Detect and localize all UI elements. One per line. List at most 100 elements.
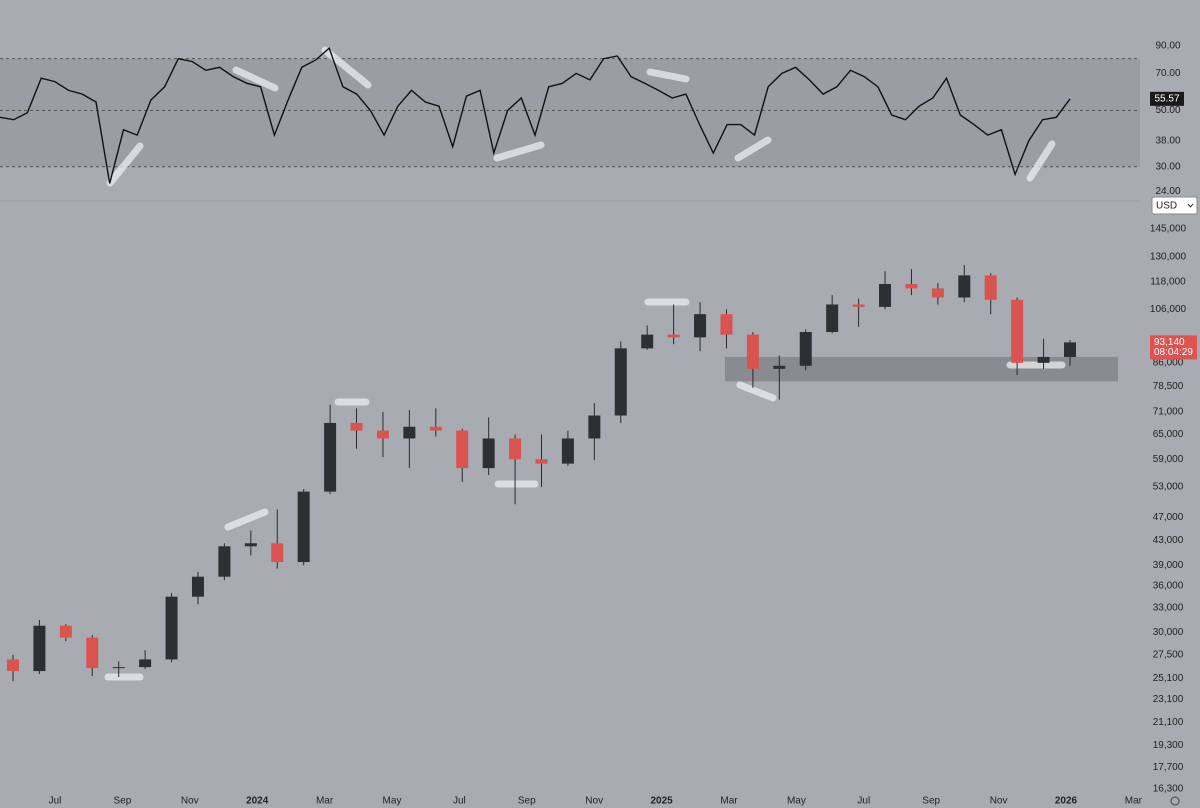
candle-body <box>271 543 284 563</box>
y-tick-label: 53,000 <box>1153 481 1184 492</box>
candle-body <box>1064 342 1076 357</box>
candle-body <box>773 365 786 369</box>
y-tick-label: 90.00 <box>1155 40 1180 51</box>
candle-body <box>879 284 892 307</box>
candle-body <box>561 438 574 464</box>
y-tick-label: 38.00 <box>1155 135 1180 146</box>
candle-body <box>191 576 204 597</box>
y-tick-label: 71,000 <box>1153 407 1184 418</box>
candle-body <box>59 625 72 638</box>
support-zone <box>725 356 1118 382</box>
y-tick-label: 130,000 <box>1150 252 1187 263</box>
candle-body <box>218 546 231 577</box>
candle-body <box>33 625 46 672</box>
y-tick-label: 30.00 <box>1155 161 1180 172</box>
candle-body <box>931 288 944 298</box>
y-tick-label: 59,000 <box>1153 454 1184 465</box>
y-tick-label: 70.00 <box>1155 68 1180 79</box>
y-tick-label: 43,000 <box>1153 535 1184 546</box>
x-tick-label: Mar <box>316 796 334 807</box>
y-tick-label: 78,500 <box>1153 381 1184 392</box>
x-tick-label: Nov <box>181 796 199 807</box>
last-value-label: 55.57 <box>1154 93 1179 104</box>
x-tick-label: Jul <box>49 796 62 807</box>
candle-body <box>720 314 733 335</box>
annotation-stroke <box>646 68 690 83</box>
x-tick-label: Sep <box>922 796 940 807</box>
last-price-label: 93,140 <box>1154 337 1185 348</box>
candle-body <box>984 275 997 300</box>
candle-body <box>852 304 865 307</box>
candle-body <box>958 275 971 298</box>
candle-body <box>350 422 363 431</box>
candle-body <box>376 430 389 439</box>
candle-body <box>799 332 812 366</box>
candle-body <box>826 304 839 333</box>
last-value-box <box>1150 91 1184 106</box>
candle-body <box>535 459 548 464</box>
candle-body <box>694 314 707 338</box>
x-tick-label: May <box>383 796 402 807</box>
last-price-box <box>1150 335 1197 360</box>
currency-label: USD <box>1156 201 1177 212</box>
annotation-stroke <box>734 136 772 162</box>
candle-body <box>1011 299 1024 363</box>
y-tick-label: 17,700 <box>1153 762 1184 773</box>
y-tick-label: 24.00 <box>1155 186 1180 197</box>
candle-body <box>588 415 601 439</box>
x-tick-label: May <box>787 796 806 807</box>
candle-body <box>7 659 19 672</box>
y-tick-label: 27,500 <box>1153 649 1184 660</box>
candle-body <box>112 667 125 669</box>
rsi-line <box>0 46 1071 184</box>
currency-selector[interactable] <box>1151 196 1198 215</box>
annotation-stroke <box>106 142 144 187</box>
y-tick-label: 39,000 <box>1153 560 1184 571</box>
candle-body <box>614 348 627 416</box>
candle-body <box>509 438 522 460</box>
y-tick-label: 19,300 <box>1153 740 1184 751</box>
candle-body <box>139 659 152 668</box>
dropdown-caret <box>1187 203 1194 208</box>
candle-body <box>746 334 759 369</box>
x-tick-label: Nov <box>585 796 603 807</box>
y-tick-label: 106,000 <box>1150 304 1187 315</box>
annotation-stroke <box>493 141 545 162</box>
y-tick-label: 21,100 <box>1153 717 1184 728</box>
countdown-label: 08:04:29 <box>1154 347 1193 358</box>
annotation-stroke <box>736 381 777 402</box>
y-tick-label: 86,000 <box>1153 357 1184 368</box>
y-tick-label: 145,000 <box>1150 224 1187 235</box>
x-tick-label: Sep <box>518 796 536 807</box>
y-tick-label: 23,100 <box>1153 694 1184 705</box>
y-tick-label: 36,000 <box>1153 580 1184 591</box>
x-tick-label: Jul <box>857 796 870 807</box>
y-tick-label: 50.00 <box>1155 105 1180 116</box>
candle-body <box>641 334 654 349</box>
candle-body <box>429 426 442 431</box>
candle-body <box>86 637 99 669</box>
y-tick-label: 33,000 <box>1153 603 1184 614</box>
candle-body <box>1037 356 1050 363</box>
x-tick-label: Nov <box>990 796 1008 807</box>
candle-body <box>905 284 918 289</box>
candle-body <box>244 543 257 547</box>
candle-body <box>482 438 495 469</box>
y-tick-label: 118,000 <box>1150 276 1186 287</box>
x-tick-label: 2025 <box>650 796 673 807</box>
annotation-stroke <box>1026 140 1056 182</box>
x-tick-label: 2026 <box>1055 796 1078 807</box>
settings-icon[interactable] <box>1170 796 1180 806</box>
candle-body <box>456 430 469 469</box>
annotation-stroke <box>232 66 279 92</box>
x-tick-label: Jul <box>453 796 466 807</box>
candle-body <box>667 334 680 338</box>
rsi-band <box>0 58 1140 167</box>
x-tick-label: Mar <box>1125 796 1143 807</box>
y-tick-label: 65,000 <box>1153 429 1184 440</box>
x-tick-label: Sep <box>114 796 132 807</box>
candle-body <box>297 491 310 563</box>
x-tick-label: 2024 <box>246 796 269 807</box>
candle-body <box>403 426 416 439</box>
